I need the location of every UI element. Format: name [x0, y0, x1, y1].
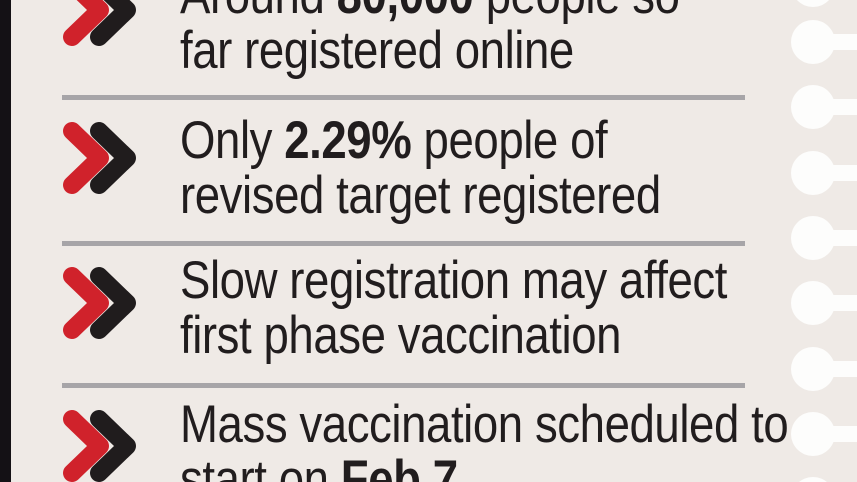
perforation-stem	[829, 230, 857, 246]
stat-value: 2.29%	[284, 111, 412, 170]
divider	[62, 241, 745, 246]
text-line: Only 2.29% people of	[180, 113, 661, 168]
stat-value: Feb 7	[340, 450, 458, 482]
perforation-stem	[829, 426, 857, 442]
perforation-stem	[829, 99, 857, 115]
text-segment: revised target registered	[180, 166, 661, 225]
left-border-bar	[0, 0, 11, 482]
text-line: Around 80,000 people so	[180, 0, 680, 23]
binder-perforation	[796, 0, 830, 7]
perforation-circle	[791, 20, 835, 64]
binder-perforation	[791, 20, 857, 64]
text-line: far registered online	[180, 23, 680, 78]
binder-perforation	[791, 85, 857, 129]
binder-perforation	[791, 347, 857, 391]
binder-perforation	[799, 477, 827, 482]
perforation-circle	[791, 412, 835, 456]
text-line: first phase vaccination	[180, 308, 727, 363]
text-segment: people so	[473, 0, 680, 25]
stat-value: 80,000	[337, 0, 474, 25]
item-text: Around 80,000 people so far registered o…	[180, 0, 680, 78]
text-segment: far registered online	[180, 21, 574, 80]
text-segment: Slow registration may affect	[180, 251, 727, 310]
text-segment: people of	[411, 111, 608, 170]
perforation-circle	[791, 281, 835, 325]
perforation-circle	[791, 85, 835, 129]
perforation-stem	[829, 361, 857, 377]
text-segment: Only	[180, 111, 285, 170]
text-segment: Around	[180, 0, 337, 25]
perforation-circle	[799, 477, 827, 482]
item-text: Slow registration may affect first phase…	[180, 253, 727, 363]
binder-perforation	[791, 412, 857, 456]
binder-perforation	[791, 216, 857, 260]
divider	[62, 383, 745, 388]
perforation-circle	[791, 151, 835, 195]
double-chevron-icon	[63, 122, 136, 194]
text-segment: first phase vaccination	[180, 306, 622, 365]
text-line: Slow registration may affect	[180, 253, 727, 308]
double-chevron-icon	[63, 410, 136, 482]
double-chevron-icon	[63, 267, 136, 339]
perforation-circle	[796, 0, 830, 7]
text-line: Mass vaccination scheduled to	[180, 395, 789, 454]
double-chevron-icon	[63, 0, 136, 46]
perforation-circle	[791, 216, 835, 260]
item-text: Mass vaccination scheduled to start on F…	[180, 395, 789, 482]
item-text: Only 2.29% people of revised target regi…	[180, 113, 661, 223]
binder-perforation	[791, 151, 857, 195]
perforation-stem	[829, 295, 857, 311]
divider	[62, 95, 745, 100]
perforation-stem	[829, 34, 857, 50]
perforation-circle	[791, 347, 835, 391]
text-segment: Mass vaccination scheduled to	[180, 395, 789, 454]
perforation-stem	[829, 165, 857, 181]
text-segment: start on	[180, 450, 341, 482]
text-line: start on Feb 7	[180, 452, 788, 482]
text-line: revised target registered	[180, 168, 661, 223]
binder-perforation	[791, 281, 857, 325]
